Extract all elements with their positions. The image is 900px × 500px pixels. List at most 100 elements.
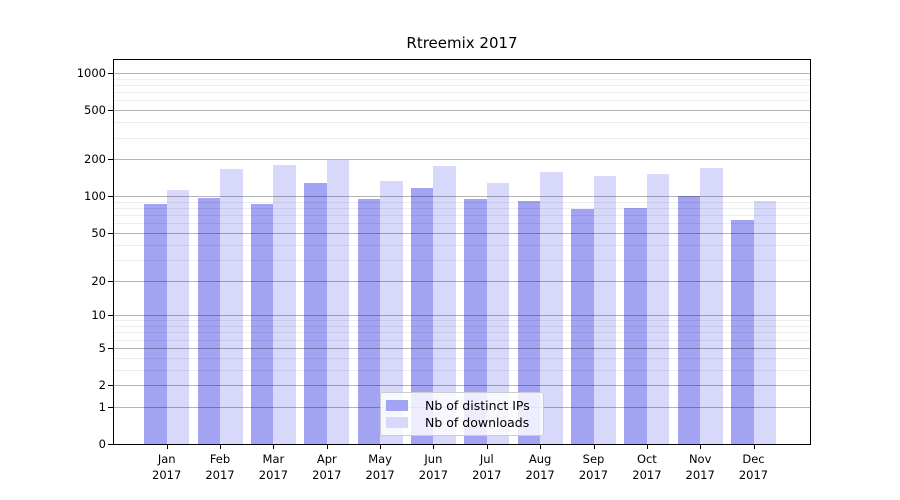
bar-downloads-jul xyxy=(486,183,510,444)
y-tick-label-1000: 1000 xyxy=(76,66,106,80)
x-tick-month: Dec xyxy=(742,452,765,466)
y-tick-label-50: 50 xyxy=(91,225,106,240)
bar-ips-nov xyxy=(677,196,701,444)
x-tick-month: Nov xyxy=(688,452,712,466)
x-tick-apr xyxy=(326,444,328,449)
gridline-major-50 xyxy=(114,232,810,234)
x-tick-year: 2017 xyxy=(205,468,235,482)
x-tick-year: 2017 xyxy=(365,468,395,482)
bar-downloads-feb xyxy=(220,168,243,444)
x-tick-label-nov: Nov 2017 xyxy=(668,451,732,483)
x-tick-jan xyxy=(166,444,168,449)
bar-downloads-jan xyxy=(166,189,190,444)
legend-label-downloads: Nb of downloads xyxy=(425,415,530,430)
gridline-minor-90 xyxy=(114,201,810,203)
gridline-minor-4 xyxy=(114,357,810,359)
y-tick-1000 xyxy=(108,73,114,74)
bar-downloads-dec xyxy=(753,201,777,444)
x-tick-year: 2017 xyxy=(258,468,289,482)
bar-ips-jun xyxy=(410,187,434,444)
y-tick-20 xyxy=(108,280,114,282)
y-tick-label-5: 5 xyxy=(98,340,106,355)
legend: Nb of distinct IPs Nb of downloads xyxy=(380,392,544,436)
y-tick-2 xyxy=(108,385,114,386)
y-tick-label-200: 200 xyxy=(84,152,106,167)
gridline-minor-700 xyxy=(114,92,810,94)
plot-area xyxy=(114,60,810,444)
y-tick-200 xyxy=(108,159,114,161)
gridline-minor-9 xyxy=(114,320,810,322)
x-tick-mar xyxy=(273,444,275,449)
y-tick-10 xyxy=(108,315,114,317)
bar-downloads-jun xyxy=(433,166,456,444)
bar-ips-dec xyxy=(731,219,754,444)
x-tick-month: Sep xyxy=(582,452,605,466)
y-tick-label-10: 10 xyxy=(91,308,106,323)
bar-downloads-nov xyxy=(700,168,723,444)
x-tick-month: Jul xyxy=(479,452,494,466)
gridline-major-2 xyxy=(114,385,810,386)
bar-downloads-aug xyxy=(540,172,563,444)
chart-title: Rtreemix 2017 xyxy=(406,34,518,52)
gridline-major-1000 xyxy=(114,73,810,74)
gridline-minor-3 xyxy=(114,369,810,371)
bar-ips-jan xyxy=(144,203,167,444)
gridline-minor-70 xyxy=(114,215,810,217)
gridline-minor-30 xyxy=(114,259,810,261)
x-tick-year: 2017 xyxy=(578,468,609,482)
gridline-minor-80 xyxy=(114,208,810,209)
y-tick-500 xyxy=(108,110,114,112)
bar-ips-mar xyxy=(250,203,274,444)
y-tick-0 xyxy=(108,444,114,445)
bar-ips-aug xyxy=(517,201,541,444)
y-tick-50 xyxy=(108,232,114,234)
x-tick-aug xyxy=(540,444,542,449)
bar-downloads-mar xyxy=(273,165,296,444)
gridline-major-10 xyxy=(114,315,810,317)
bar-downloads-sep xyxy=(593,176,616,444)
x-tick-month: Aug xyxy=(528,452,552,466)
y-tick-label-2: 2 xyxy=(98,378,106,392)
x-tick-month: May xyxy=(368,452,392,466)
x-tick-month: Oct xyxy=(636,452,657,466)
y-tick-label-20: 20 xyxy=(91,273,106,288)
x-tick-month: Mar xyxy=(262,452,285,466)
bar-ips-jul xyxy=(464,199,487,444)
x-tick-jun xyxy=(433,444,435,449)
gridline-minor-40 xyxy=(114,244,810,246)
legend-swatch-distinct-ips-icon xyxy=(386,400,408,411)
bar-ips-may xyxy=(357,198,381,444)
legend-item-downloads: Nb of downloads xyxy=(386,414,537,431)
x-tick-may xyxy=(380,444,382,449)
gridline-major-500 xyxy=(114,110,810,112)
x-tick-nov xyxy=(700,444,702,449)
legend-label-distinct-ips: Nb of distinct IPs xyxy=(425,398,530,413)
gridline-minor-600 xyxy=(114,100,810,102)
legend-item-distinct-ips: Nb of distinct IPs xyxy=(386,397,537,414)
y-tick-label-1: 1 xyxy=(98,399,106,414)
x-tick-sep xyxy=(593,444,595,449)
x-tick-label-apr: Apr 2017 xyxy=(295,451,359,483)
x-tick-year: 2017 xyxy=(152,468,182,482)
bar-ips-apr xyxy=(304,183,327,444)
x-tick-year: 2017 xyxy=(685,468,715,482)
x-tick-label-oct: Oct 2017 xyxy=(615,451,679,483)
x-tick-year: 2017 xyxy=(472,468,502,482)
bar-downloads-oct xyxy=(646,173,670,444)
x-tick-dec xyxy=(753,444,755,449)
gridline-major-100 xyxy=(114,196,810,198)
gridline-minor-400 xyxy=(114,122,810,124)
y-tick-label-0: 0 xyxy=(98,437,106,451)
y-tick-5 xyxy=(108,347,114,349)
gridline-major-5 xyxy=(114,347,810,349)
x-tick-jul xyxy=(486,444,488,449)
x-tick-month: Jun xyxy=(424,452,443,466)
x-tick-month: Jan xyxy=(157,452,176,466)
x-tick-label-dec: Dec 2017 xyxy=(722,451,786,483)
y-tick-label-100: 100 xyxy=(84,189,106,204)
x-tick-label-jun: Jun 2017 xyxy=(401,451,465,483)
x-tick-month: Apr xyxy=(316,452,337,466)
gridline-minor-800 xyxy=(114,84,810,86)
x-tick-label-aug: Aug 2017 xyxy=(508,451,572,483)
